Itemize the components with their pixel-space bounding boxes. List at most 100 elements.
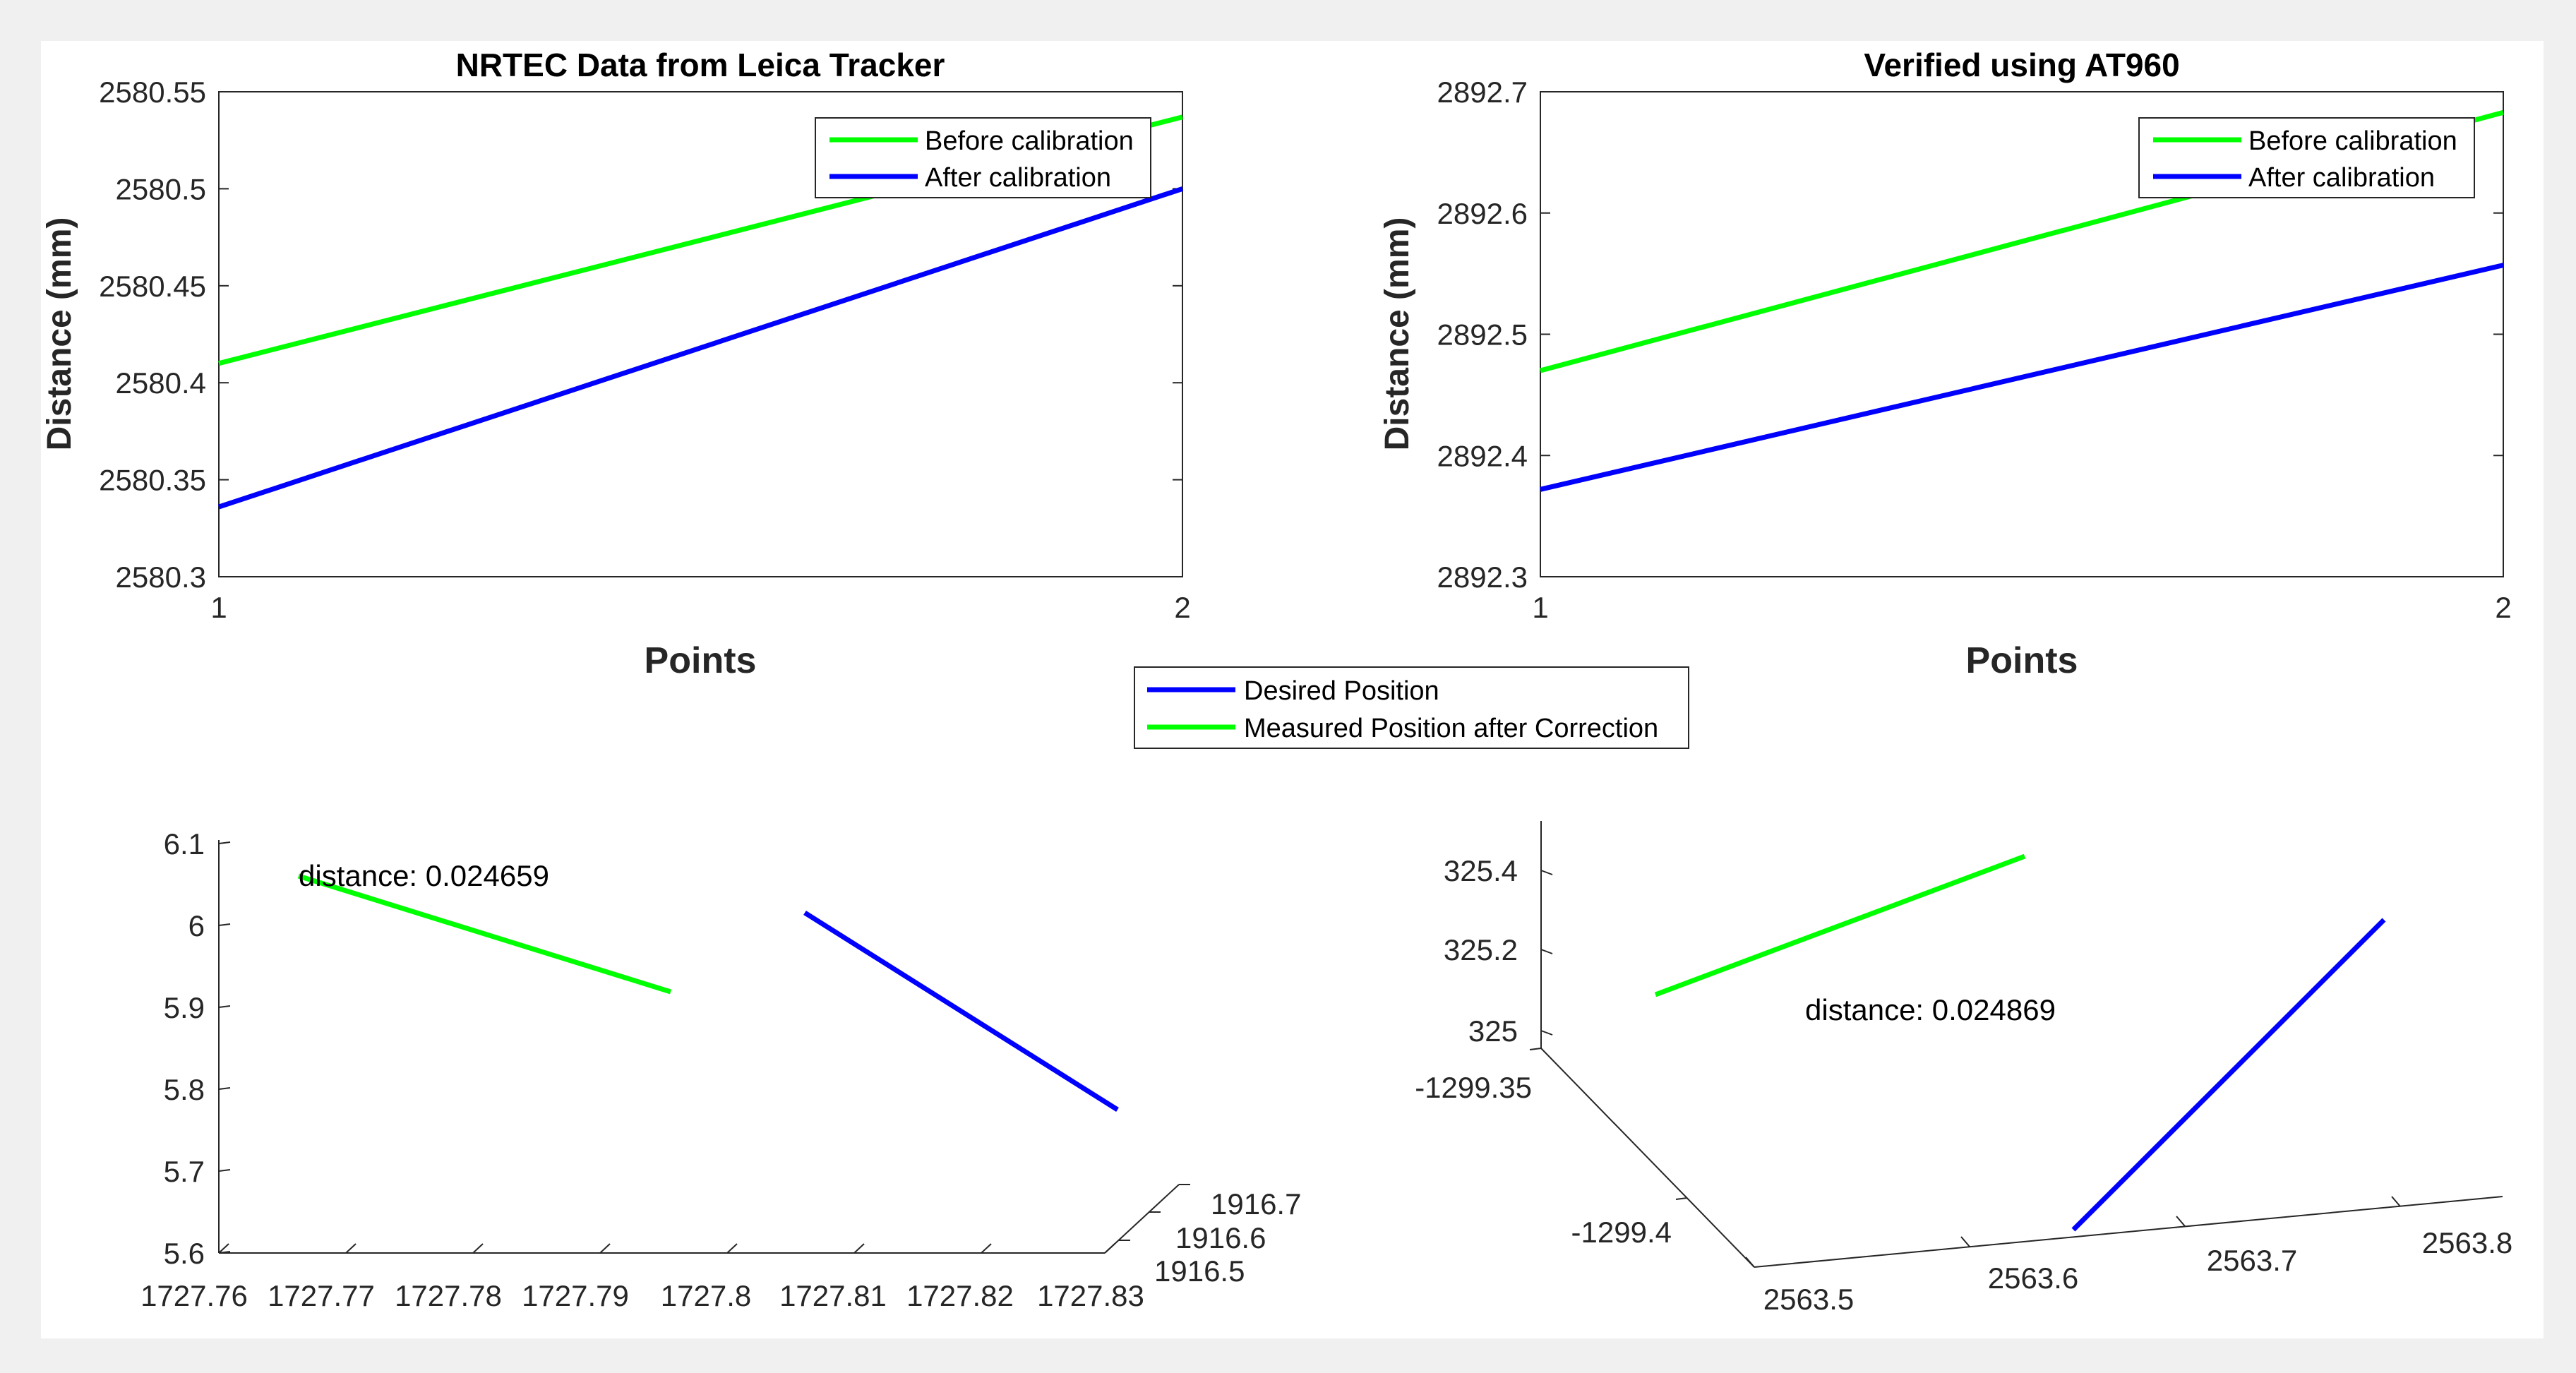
y-tick-label: 2580.55 xyxy=(99,76,206,109)
x-tick-label: 2563.6 xyxy=(1988,1261,2078,1295)
y-axis-label-2: Distance (mm) xyxy=(1379,217,1416,451)
y-tick-label: 2892.6 xyxy=(1437,197,1528,230)
annotation-distance-3: distance: 0.024659 xyxy=(299,859,549,892)
z-tick-label: 325 xyxy=(1468,1014,1518,1048)
line-desired-3 xyxy=(803,911,1119,1112)
y-tick-label: 2892.4 xyxy=(1437,439,1528,472)
shared-legend-label-desired: Desired Position xyxy=(1244,676,1439,706)
y-tick-label: 2580.4 xyxy=(116,366,206,400)
y-tick-label: 2580.5 xyxy=(116,172,206,205)
shared-legend-label-measured: Measured Position after Correction xyxy=(1244,714,1658,743)
x-tick-label: 2 xyxy=(2495,591,2511,624)
plot-pane-4 xyxy=(1541,819,2503,1267)
y-tick-label: 1916.6 xyxy=(1175,1221,1266,1254)
z-tick-label: 5.8 xyxy=(164,1073,205,1106)
plot-pane-3 xyxy=(219,765,1179,1253)
y-tick-label: 1916.5 xyxy=(1154,1254,1245,1288)
x-tick-label: 1727.77 xyxy=(268,1279,375,1312)
x-tick-label: 2 xyxy=(1174,591,1190,624)
z-tick-mark xyxy=(218,1169,231,1172)
annotation-distance-4: distance: 0.024869 xyxy=(1805,993,2056,1026)
x-axis-line-4 xyxy=(1754,1196,2503,1268)
x-tick-label: 2563.7 xyxy=(2207,1244,2297,1277)
y-tick-label: 2892.5 xyxy=(1437,318,1528,352)
z-tick-label: 5.6 xyxy=(164,1237,205,1270)
z-tick-label: 6.1 xyxy=(164,827,205,861)
z-tick-mark xyxy=(218,841,231,844)
z-tick-mark xyxy=(218,923,231,926)
x-tick-label: 1727.83 xyxy=(1037,1279,1144,1312)
z-tick-label: 325.4 xyxy=(1444,854,1518,887)
x-axis-label-2: Points xyxy=(1966,640,2078,681)
z-tick-label: 325.2 xyxy=(1444,933,1518,966)
shared-legend: Desired Position Measured Position after… xyxy=(1134,666,1689,749)
z-tick-mark xyxy=(1540,1030,1553,1036)
z-tick-mark xyxy=(1540,870,1553,875)
x-tick-mark xyxy=(1104,1243,1115,1254)
x-tick-label: 2563.8 xyxy=(2422,1226,2512,1259)
x-tick-label: 1727.79 xyxy=(522,1279,629,1312)
x-tick-mark xyxy=(599,1243,611,1254)
series-line-after xyxy=(1540,263,2504,492)
x-tick-mark xyxy=(2391,1196,2401,1207)
y-tick-mark xyxy=(1675,1197,1688,1200)
x-axis-label-1: Points xyxy=(645,640,757,681)
y-tick-label: 2892.3 xyxy=(1437,560,1528,594)
x-tick-mark xyxy=(472,1243,484,1254)
shared-legend-box xyxy=(1134,666,1689,749)
legend-label-after-1: After calibration xyxy=(925,163,1111,193)
z-tick-mark xyxy=(218,1251,231,1254)
x-tick-label: 1727.76 xyxy=(140,1279,248,1312)
z-tick-label: 5.9 xyxy=(164,991,205,1024)
x-tick-mark xyxy=(853,1243,865,1254)
z-tick-label: 6 xyxy=(188,909,205,942)
y-tick-label: 2580.35 xyxy=(99,464,206,497)
y-axis-line-3 xyxy=(1104,1184,1180,1254)
line-desired-4 xyxy=(2071,918,2386,1232)
x-tick-label: 1727.81 xyxy=(779,1279,887,1312)
z-tick-mark xyxy=(1540,949,1553,954)
y-tick-label: 1916.7 xyxy=(1211,1187,1301,1221)
chart-title-1: NRTEC Data from Leica Tracker xyxy=(456,47,945,83)
chart-at960: 2892.3 2892.4 2892.5 2892.6 2892.7 1 2 Verifie… xyxy=(1379,47,2512,681)
y-tick-label: -1299.35 xyxy=(1415,1071,1532,1104)
legend-box-1 xyxy=(815,117,1151,198)
legend-2: Before calibration After calibration xyxy=(2138,117,2475,198)
x-tick-mark xyxy=(1745,1257,1755,1268)
line-measured-4 xyxy=(1654,853,2026,997)
x-tick-label: 1 xyxy=(210,591,227,624)
x-tick-mark xyxy=(218,1243,229,1254)
legend-label-before-2: Before calibration xyxy=(2248,126,2457,156)
x-tick-mark xyxy=(726,1243,738,1254)
chart-nrtec: 2580.3 2580.35 2580.4 2580.45 2580.5 2580.55 1… xyxy=(41,47,1191,681)
chart-title-2: Verified using AT960 xyxy=(1864,47,2179,83)
y-axis-label-1: Distance (mm) xyxy=(41,217,78,451)
x-tick-label: 1727.82 xyxy=(906,1279,1014,1312)
y-tick-label: -1299.4 xyxy=(1571,1216,1672,1249)
z-tick-label: 5.7 xyxy=(164,1155,205,1188)
x-tick-mark xyxy=(981,1243,992,1254)
series-line-after xyxy=(217,186,1184,510)
x-tick-label: 1727.78 xyxy=(395,1279,502,1312)
y-tick-label: 2580.45 xyxy=(99,270,206,303)
x-tick-mark xyxy=(1960,1236,1970,1247)
z-tick-mark xyxy=(218,1087,231,1090)
z-tick-mark xyxy=(218,1005,231,1008)
y-axis-line-4 xyxy=(1540,1048,1755,1268)
y-tick-mark xyxy=(1529,1048,1542,1050)
x-tick-label: 1727.8 xyxy=(661,1279,751,1312)
legend-box-2 xyxy=(2138,117,2475,198)
x-tick-mark xyxy=(2176,1216,2186,1227)
legend-1: Before calibration After calibration xyxy=(815,117,1151,198)
chart-3d-left: 5.6 5.7 5.8 5.9 6 6.1 1727.76 1727.77 1727.78 172… xyxy=(140,765,1301,1312)
x-tick-mark xyxy=(345,1243,357,1254)
legend-label-after-2: After calibration xyxy=(2248,163,2435,193)
x-tick-label: 1 xyxy=(1532,591,1548,624)
legend-label-before-1: Before calibration xyxy=(925,126,1134,156)
y-tick-label: 2892.7 xyxy=(1437,76,1528,109)
y-tick-label: 2580.3 xyxy=(116,560,206,594)
x-tick-label: 2563.5 xyxy=(1763,1283,1854,1316)
line-measured-3 xyxy=(297,873,672,995)
chart-3d-right: 325 325.2 325.4 -1299.35 -1299.4 2563.5 2563.6… xyxy=(1415,819,2512,1316)
